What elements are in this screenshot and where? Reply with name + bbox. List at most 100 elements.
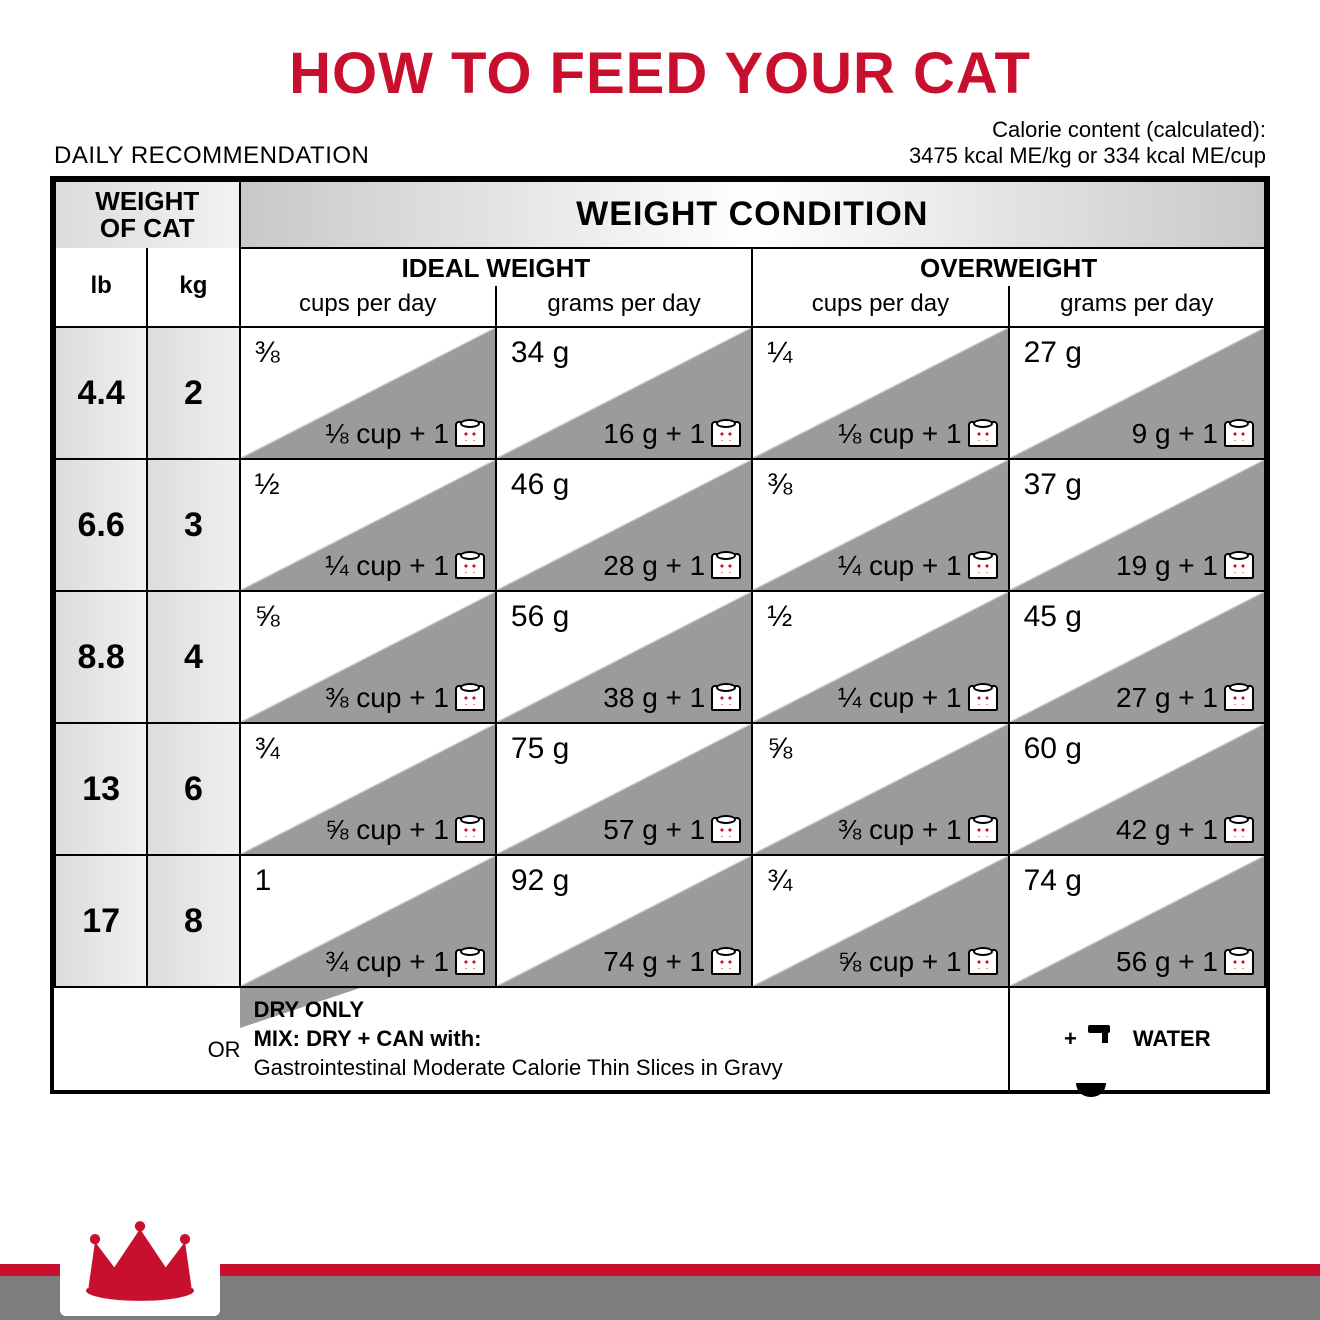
cell-over-grams: 37 g19 g + 1 [1009, 459, 1265, 591]
mix-value: 9 g + 1 [1132, 418, 1254, 450]
cell-ideal-grams: 34 g 16 g + 1 [496, 327, 752, 459]
can-icon [711, 817, 741, 843]
header-lb: lb [55, 248, 147, 327]
dry-value: 45 g [1024, 600, 1082, 634]
dry-value: 34 g [511, 336, 569, 370]
dry-value: 75 g [511, 732, 569, 766]
water-cell: + WATER [1009, 987, 1265, 1090]
cell-over-cups: ½¼ cup + 1 [752, 591, 1008, 723]
crown-logo [60, 1206, 220, 1316]
cell-lb: 17 [55, 855, 147, 987]
cell-lb: 4.4 [55, 327, 147, 459]
mix-value: ¼ cup + 1 [838, 550, 998, 582]
cell-ideal-grams: 46 g 28 g + 1 [496, 459, 752, 591]
dry-value: ⅜ [255, 336, 280, 370]
bowl-icon [1076, 1083, 1106, 1097]
header-overweight: OVERWEIGHT [752, 248, 1265, 286]
can-icon [968, 949, 998, 975]
can-icon [455, 421, 485, 447]
cell-kg: 3 [147, 459, 239, 591]
page-title: HOW TO FEED YOUR CAT [50, 40, 1270, 107]
header-over-cups: cups per day [752, 286, 1008, 327]
mix-value: ⅜ cup + 1 [325, 682, 485, 714]
cell-over-grams: 27 g 9 g + 1 [1009, 327, 1265, 459]
dry-value: ¾ [255, 732, 280, 766]
calorie-content: Calorie content (calculated): 3475 kcal … [909, 117, 1266, 170]
dry-value: ½ [255, 468, 280, 502]
mix-value: ¾ cup + 1 [325, 946, 485, 978]
mix-value: 19 g + 1 [1116, 550, 1254, 582]
header-weight-of-cat: WEIGHT OF CAT [55, 181, 240, 249]
plus-sign: + [1064, 1026, 1077, 1052]
mix-value: 27 g + 1 [1116, 682, 1254, 714]
dry-value: 60 g [1024, 732, 1082, 766]
cell-ideal-cups: ⅝ ⅜ cup + 1 [240, 591, 496, 723]
mix-value: ⅝ cup + 1 [838, 946, 998, 978]
feeding-table: WEIGHT OF CAT WEIGHT CONDITION lb kg IDE… [50, 176, 1270, 1094]
table-row: 8.84⅝ ⅜ cup + 1 56 g 38 g + 1 ½¼ cup + 1 4… [55, 591, 1265, 723]
dry-value: 46 g [511, 468, 569, 502]
can-icon [1224, 421, 1254, 447]
can-icon [1224, 817, 1254, 843]
mix-value: 16 g + 1 [603, 418, 741, 450]
cell-ideal-cups: ¾ ⅝ cup + 1 [240, 723, 496, 855]
cell-ideal-cups: ½ ¼ cup + 1 [240, 459, 496, 591]
header-over-grams: grams per day [1009, 286, 1265, 327]
can-icon [1224, 949, 1254, 975]
cell-kg: 8 [147, 855, 239, 987]
cell-ideal-grams: 92 g 74 g + 1 [496, 855, 752, 987]
can-icon [455, 685, 485, 711]
brand-footer [0, 1200, 1320, 1320]
legend-cell: DRY ONLY OR MIX: DRY + CAN with: Gastroi… [240, 987, 1009, 1090]
dry-value: ⅝ [767, 732, 792, 766]
crown-icon [75, 1216, 205, 1306]
daily-recommendation-label: DAILY RECOMMENDATION [54, 142, 369, 170]
cell-kg: 4 [147, 591, 239, 723]
mix-value: 74 g + 1 [603, 946, 741, 978]
mix-value: ⅝ cup + 1 [325, 814, 485, 846]
cell-ideal-cups: ⅜⅛ cup + 1 [240, 327, 496, 459]
cell-over-cups: ¼⅛ cup + 1 [752, 327, 1008, 459]
cell-kg: 6 [147, 723, 239, 855]
dry-value: ¼ [767, 336, 792, 370]
can-icon [711, 949, 741, 975]
table-row: 6.63½¼ cup + 1 46 g28 g + 1 ⅜¼ cup + 1 3… [55, 459, 1265, 591]
cell-ideal-grams: 56 g 38 g + 1 [496, 591, 752, 723]
can-icon [1224, 685, 1254, 711]
dry-value: 74 g [1024, 864, 1082, 898]
water-label: WATER [1133, 1026, 1211, 1052]
mix-value: ¼ cup + 1 [325, 550, 485, 582]
dry-value: ¾ [767, 864, 792, 898]
calorie-line-2: 3475 kcal ME/kg or 334 kcal ME/cup [909, 143, 1266, 169]
dry-value: 56 g [511, 600, 569, 634]
dry-value: ⅜ [767, 468, 792, 502]
header-kg: kg [147, 248, 239, 327]
can-icon [711, 421, 741, 447]
can-icon [455, 553, 485, 579]
dry-value: ⅝ [255, 600, 280, 634]
mix-value: 56 g + 1 [1116, 946, 1254, 978]
mix-value: 28 g + 1 [603, 550, 741, 582]
cell-lb: 8.8 [55, 591, 147, 723]
header-weight-l1: WEIGHT [60, 188, 235, 215]
mix-value: 38 g + 1 [603, 682, 741, 714]
header-weight-condition: WEIGHT CONDITION [240, 181, 1265, 249]
can-icon [968, 817, 998, 843]
cell-over-grams: 60 g42 g + 1 [1009, 723, 1265, 855]
dry-value: 27 g [1024, 336, 1082, 370]
cell-over-cups: ⅝⅜ cup + 1 [752, 723, 1008, 855]
can-icon [968, 553, 998, 579]
legend-dry-only: DRY ONLY [254, 997, 364, 1022]
can-icon [455, 817, 485, 843]
cell-over-grams: 74 g 56 g + 1 [1009, 855, 1265, 987]
cell-ideal-cups: 1¾ cup + 1 [240, 855, 496, 987]
mix-value: ¼ cup + 1 [838, 682, 998, 714]
cell-lb: 13 [55, 723, 147, 855]
cell-kg: 2 [147, 327, 239, 459]
calorie-line-1: Calorie content (calculated): [909, 117, 1266, 143]
cell-over-grams: 45 g 27 g + 1 [1009, 591, 1265, 723]
can-icon [711, 685, 741, 711]
cell-over-cups: ⅜ ¼ cup + 1 [752, 459, 1008, 591]
legend-mix-l2: Gastrointestinal Moderate Calorie Thin S… [254, 1055, 783, 1080]
dry-value: 92 g [511, 864, 569, 898]
